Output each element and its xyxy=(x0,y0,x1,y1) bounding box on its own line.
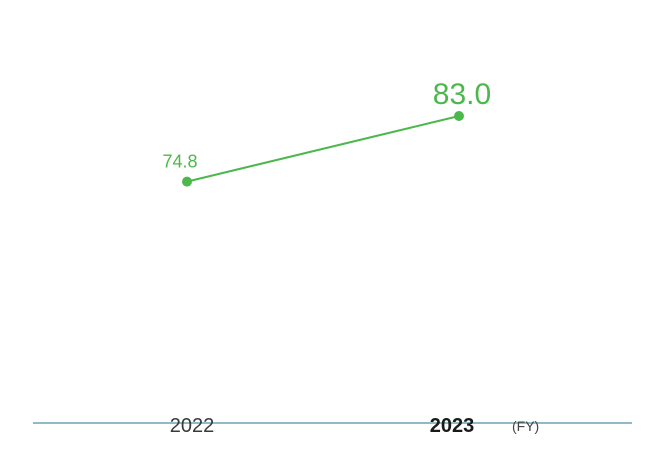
series-line xyxy=(186,115,460,183)
x-tick-label-2023: 2023 xyxy=(430,415,475,437)
x-tick-layer: 2022 2023 xyxy=(170,415,475,437)
label-layer: 74.8 83.0 xyxy=(162,78,491,172)
data-label-2023: 83.0 xyxy=(433,78,491,111)
series-layer xyxy=(182,111,464,187)
x-axis-unit-label: (FY) xyxy=(512,418,539,434)
data-label-2022: 74.8 xyxy=(162,152,197,172)
x-tick-label-2022: 2022 xyxy=(170,415,215,437)
data-point-2023 xyxy=(454,111,464,121)
data-point-2022 xyxy=(182,176,192,187)
